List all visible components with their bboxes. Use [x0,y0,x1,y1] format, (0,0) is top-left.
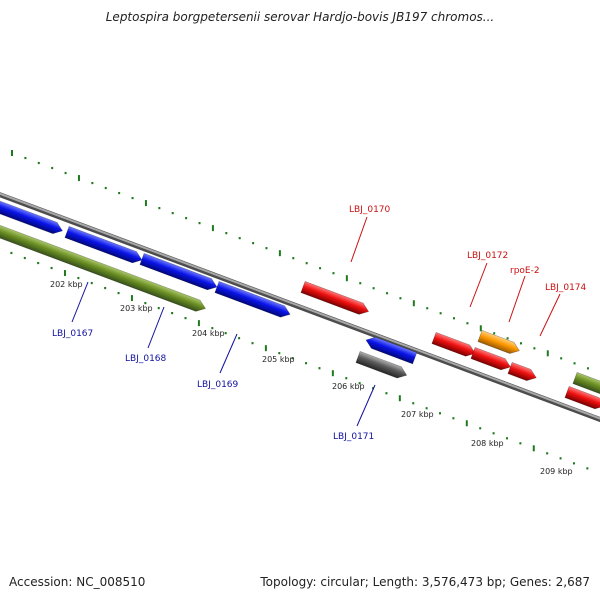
leader-lbj0171 [356,384,376,427]
gene-rpoe2 [477,329,520,354]
scale-label-208: 208 kbp [471,439,504,448]
scale-label-207: 207 kbp [401,410,434,419]
scale-ticks-lower [10,251,589,470]
leader-lbj0167 [71,281,89,323]
leader-lbj0169 [219,333,238,374]
gene-label-lbj0172: LBJ_0172 [467,251,508,261]
gene-lbj0171 [355,350,408,379]
gene-lbj0172b [470,346,511,371]
scale-ticks-upper [11,150,589,370]
accession-text: Accession: NC_008510 [9,575,146,589]
gene-label-lbj0169: LBJ_0169 [197,380,239,390]
scale-label-202: 202 kbp [50,280,83,289]
leader-lbj0174 [539,293,561,337]
gene-label-lbj0171: LBJ_0171 [333,432,374,442]
gene-lbj0172 [431,331,476,357]
leader-lbj0168 [147,306,165,349]
gene-label-lbj0170: LBJ_0170 [349,205,391,215]
topology-text: Topology: circular; Length: 3,576,473 bp… [260,575,590,589]
gene-label-lbj0174: LBJ_0174 [545,283,587,293]
gene-lbj0168 [64,225,143,264]
scale-label-203: 203 kbp [120,304,153,313]
scale-label-206: 206 kbp [332,382,365,391]
chromosome-backbone [0,192,600,423]
gene-lbj0169 [139,252,218,291]
leader-lbj0172 [469,262,488,308]
scale-label-205: 205 kbp [262,355,295,364]
gene-lbj0169b [214,280,291,318]
gene-olive-left [0,221,206,312]
gene-label-rpoe2: rpoE-2 [510,266,540,276]
leader-rpoe2 [508,275,526,323]
gene-lbj0174 [507,361,537,381]
gene-lbj0171-blue [365,336,418,365]
leader-lbj0170 [350,216,368,263]
gene-lbj0170 [300,280,370,315]
gene-label-lbj0168: LBJ_0168 [125,354,167,364]
scale-label-204: 204 kbp [192,329,225,338]
scale-label-209: 209 kbp [540,467,573,476]
map-title: Leptospira borgpetersenii serovar Hardjo… [105,10,495,24]
gene-lbj0167 [0,193,63,234]
gene-label-lbj0167: LBJ_0167 [52,329,93,339]
gene-olive-right [572,371,600,396]
